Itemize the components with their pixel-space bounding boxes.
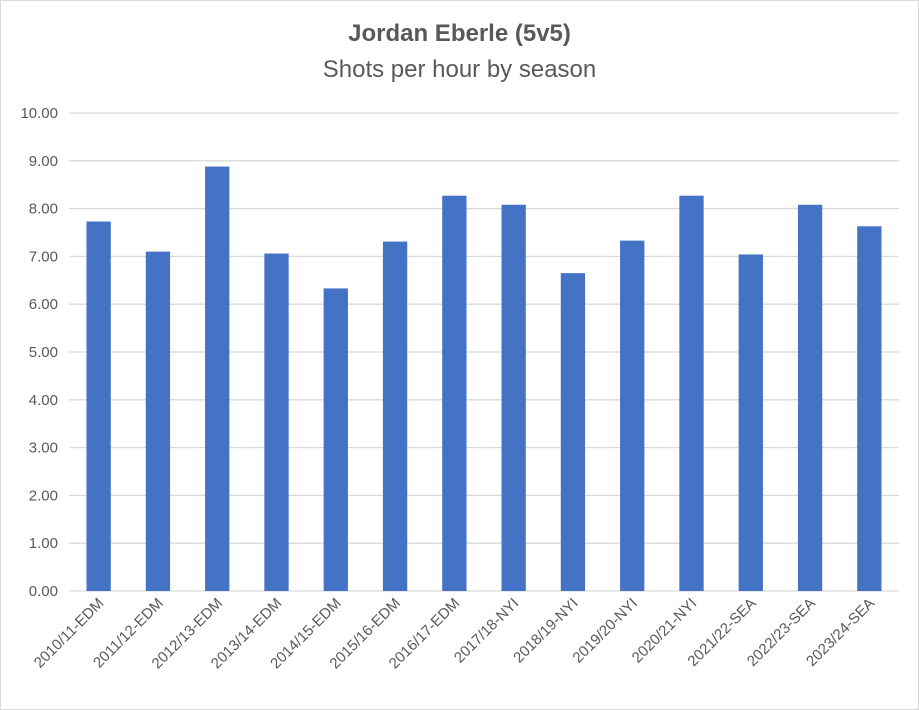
y-tick-label: 10.00 [20, 105, 58, 122]
y-tick-label: 9.00 [29, 153, 58, 170]
chart-subtitle: Shots per hour by season [322, 56, 597, 83]
bar [857, 226, 882, 591]
y-tick-label: 6.00 [29, 296, 58, 313]
y-tick-label: 5.00 [29, 344, 58, 361]
bar [797, 204, 823, 591]
bar [264, 253, 289, 592]
y-tick-label: 7.00 [29, 248, 58, 265]
bar [442, 195, 467, 591]
y-tick-label: 0.00 [29, 583, 58, 600]
y-tick-label: 4.00 [29, 392, 58, 409]
bar [679, 195, 704, 591]
y-tick-label: 3.00 [29, 440, 58, 457]
bar [382, 241, 408, 591]
y-tick-label: 2.00 [29, 487, 58, 504]
y-tick-label: 1.00 [29, 535, 58, 552]
y-tick-label: 8.00 [29, 201, 58, 218]
bar [738, 254, 763, 591]
bar [620, 240, 645, 591]
bar [86, 221, 111, 592]
bar [205, 166, 230, 591]
bar [323, 288, 348, 591]
bar [145, 251, 171, 591]
bar [501, 204, 526, 591]
chart-title: Jordan Eberle (5v5) [348, 20, 571, 47]
bar [560, 273, 586, 591]
